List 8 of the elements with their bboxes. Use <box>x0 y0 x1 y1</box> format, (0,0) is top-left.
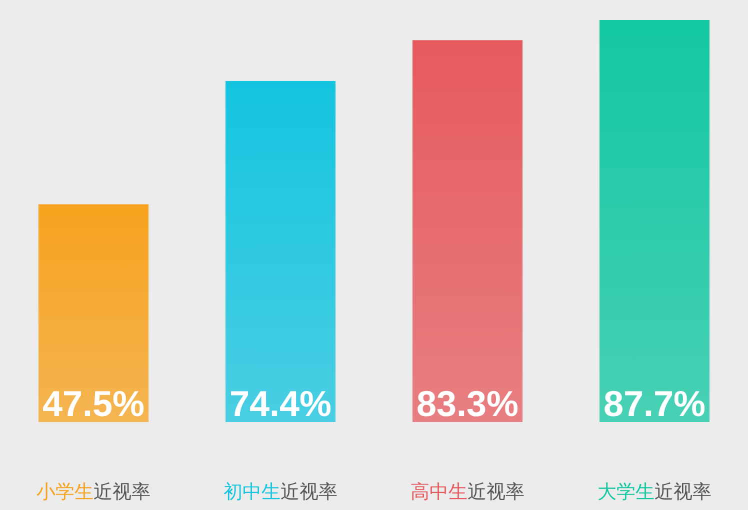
data-label: 83.3% <box>416 383 519 424</box>
x-tick-label: 小学生近视率 <box>36 481 150 503</box>
data-label: 87.7% <box>603 383 706 424</box>
x-tick-label: 初中生近视率 <box>224 481 338 503</box>
data-label: 74.4% <box>229 383 332 424</box>
x-tick-label: 高中生近视率 <box>410 481 524 503</box>
x-tick-label: 大学生近视率 <box>598 481 712 503</box>
data-label: 47.5% <box>42 383 145 424</box>
